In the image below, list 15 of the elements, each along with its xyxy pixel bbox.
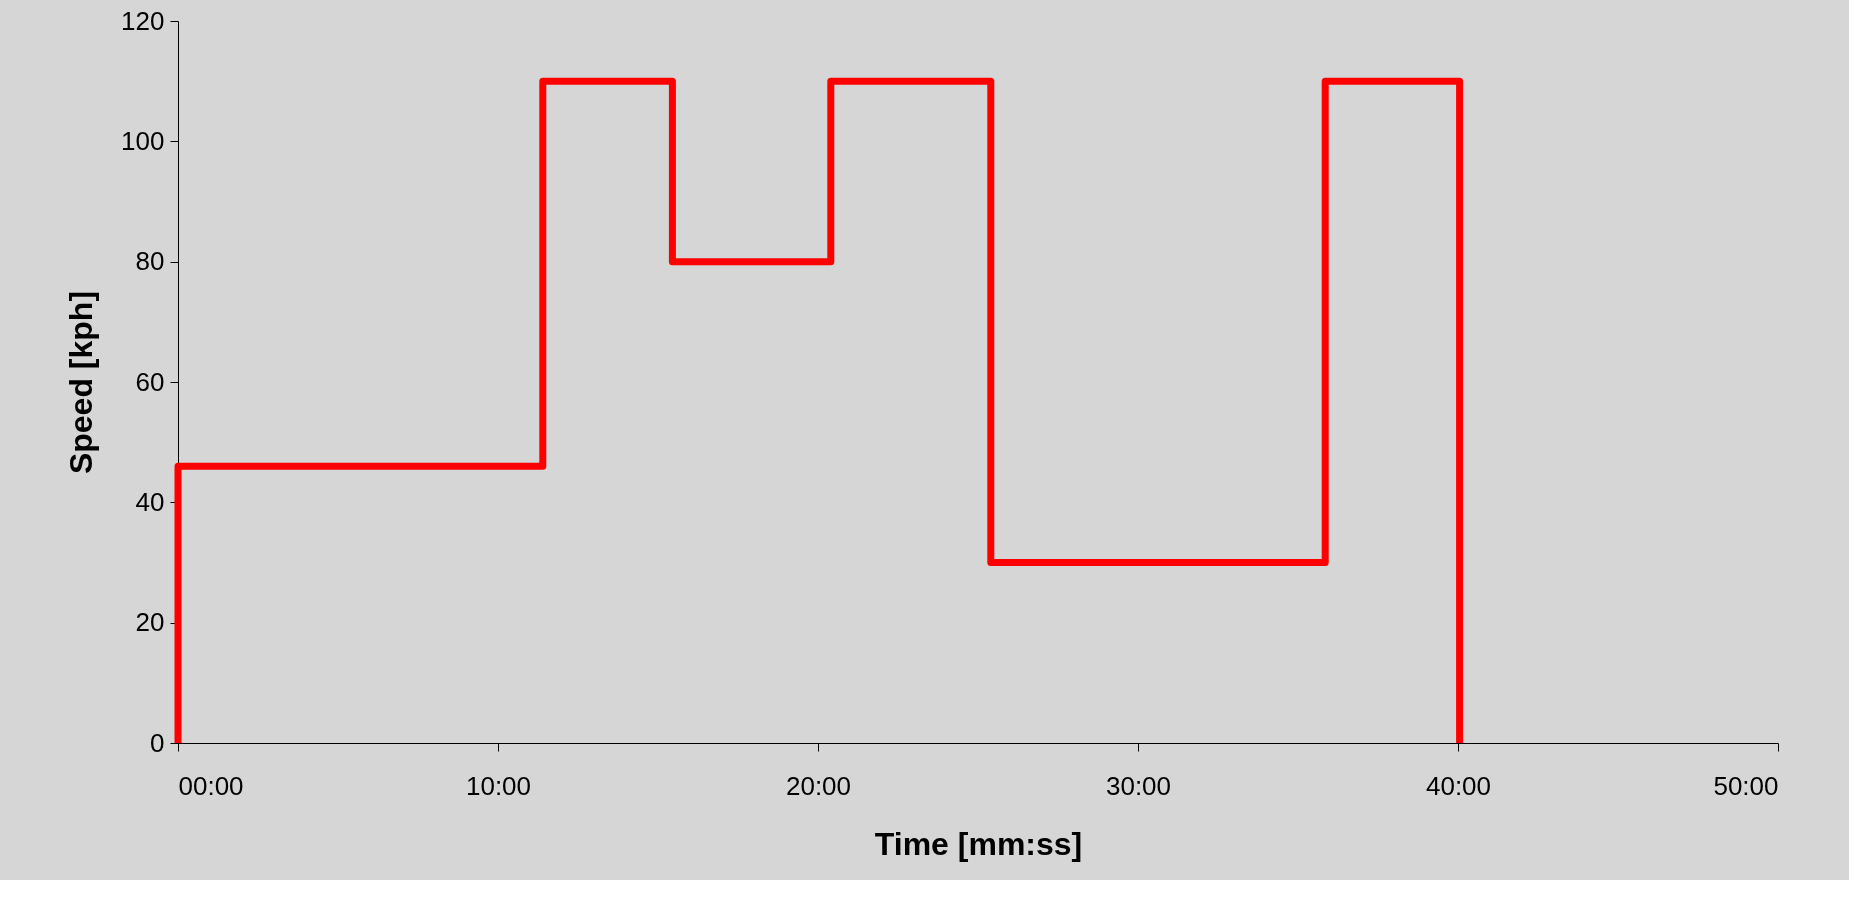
y-tick-label: 20: [135, 607, 165, 638]
y-tick-label: 80: [135, 246, 165, 277]
x-tick-label: 20:00: [785, 770, 852, 801]
x-tick-label: 10:00: [465, 770, 532, 801]
x-tick-label: 50:00: [1713, 770, 1779, 801]
x-axis-title: Time [mm:ss]: [874, 825, 1083, 862]
x-tick-label: 30:00: [1105, 770, 1172, 801]
y-tick-label: 60: [135, 366, 165, 397]
y-tick-label: 100: [121, 125, 165, 156]
x-tick-label: 00:00: [178, 770, 244, 801]
x-tick-label: 40:00: [1425, 770, 1492, 801]
y-tick-label: 0: [150, 727, 165, 758]
y-tick-label: 120: [121, 5, 165, 36]
y-axis-title: Speed [kph]: [63, 290, 100, 475]
y-tick-label: 40: [135, 486, 165, 517]
